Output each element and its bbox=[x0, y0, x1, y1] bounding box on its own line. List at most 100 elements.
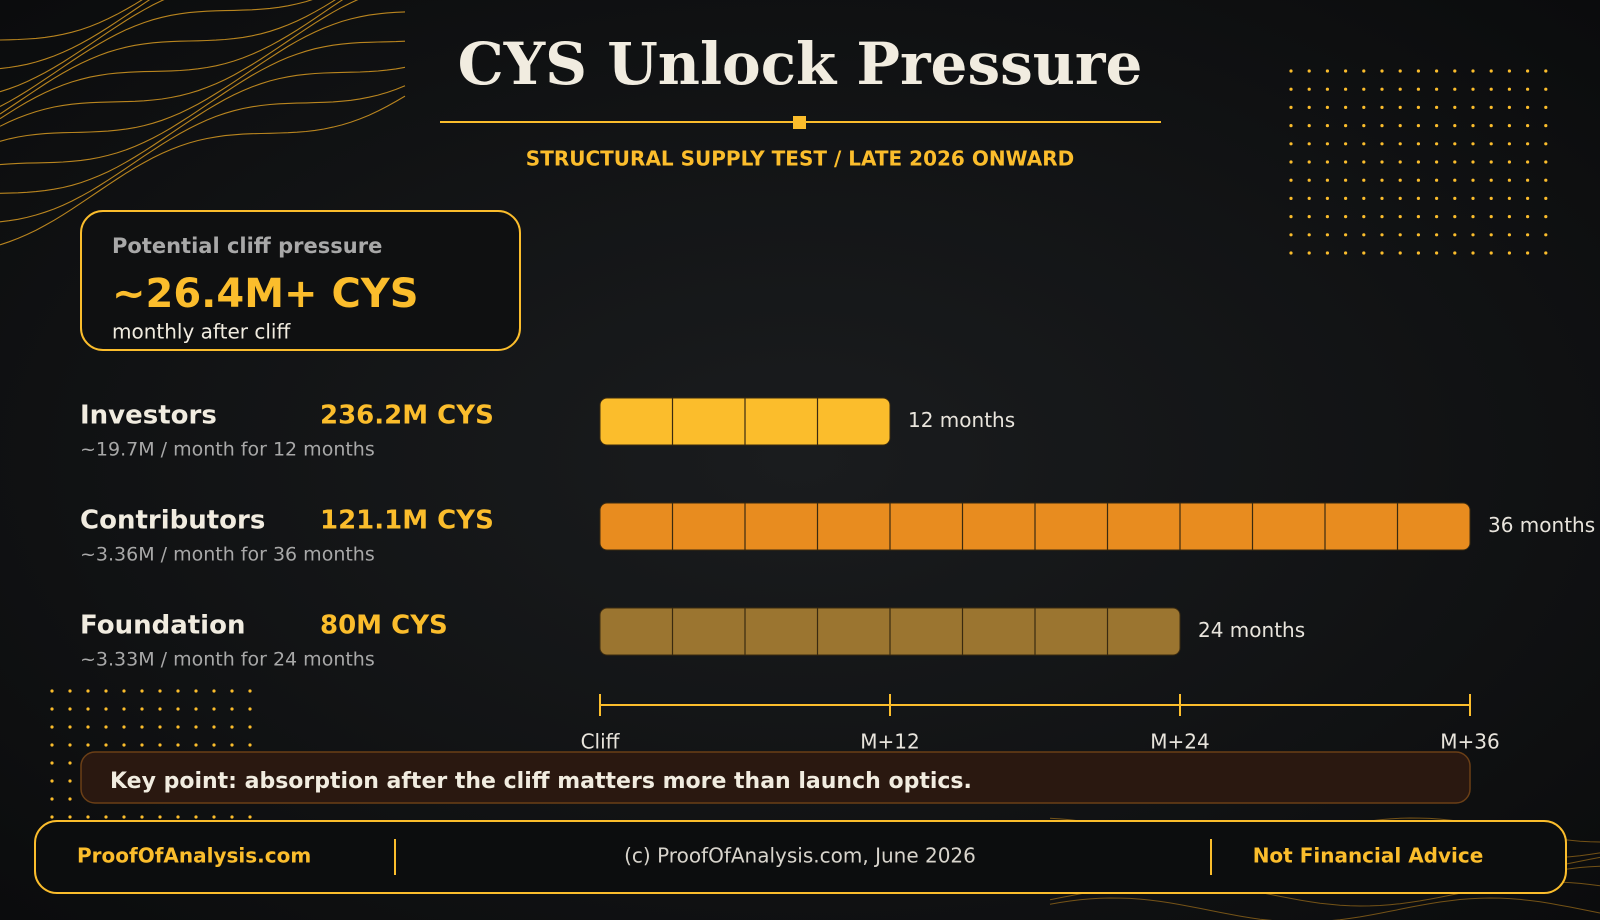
dot bbox=[140, 725, 144, 729]
dot bbox=[104, 689, 108, 693]
subtitle: STRUCTURAL SUPPLY TEST / LATE 2026 ONWAR… bbox=[526, 147, 1074, 171]
key-point-box bbox=[80, 751, 1471, 804]
dot bbox=[1344, 251, 1348, 255]
footer-left: ProofOfAnalysis.com bbox=[77, 844, 311, 868]
dot bbox=[212, 725, 216, 729]
dot bbox=[1380, 142, 1384, 146]
dot bbox=[1325, 105, 1329, 109]
bar-value-label: 12 months bbox=[908, 408, 1015, 432]
chart: Investors 236.2M CYS ~19.7M / month for 12… bbox=[80, 397, 1595, 754]
dot bbox=[140, 815, 144, 819]
dot bbox=[176, 689, 180, 693]
x-tick-label: Cliff bbox=[581, 730, 621, 754]
dot bbox=[1344, 87, 1348, 91]
dot bbox=[1544, 196, 1548, 200]
dot bbox=[1325, 233, 1329, 237]
dot bbox=[68, 761, 72, 765]
dot bbox=[1489, 215, 1493, 219]
dot bbox=[1398, 196, 1402, 200]
dot bbox=[158, 689, 162, 693]
dot bbox=[1489, 233, 1493, 237]
dot bbox=[104, 707, 108, 711]
dot bbox=[1380, 178, 1384, 182]
dot bbox=[1507, 233, 1511, 237]
dot bbox=[1544, 233, 1548, 237]
dot bbox=[68, 779, 72, 783]
dot bbox=[1453, 178, 1457, 182]
dot bbox=[1362, 233, 1366, 237]
dot bbox=[248, 815, 252, 819]
dot bbox=[50, 815, 54, 819]
row-detail: ~3.33M / month for 24 months bbox=[80, 649, 375, 671]
dot bbox=[1471, 196, 1475, 200]
row-name: Investors bbox=[80, 401, 217, 431]
dot bbox=[1398, 69, 1402, 73]
dot bbox=[1307, 69, 1311, 73]
dot bbox=[68, 797, 72, 801]
dot bbox=[140, 689, 144, 693]
dot bbox=[1453, 160, 1457, 164]
dot bbox=[1380, 105, 1384, 109]
dot bbox=[1435, 124, 1439, 128]
wave-line bbox=[0, 0, 344, 120]
dot bbox=[1453, 69, 1457, 73]
dot bbox=[1344, 142, 1348, 146]
dot bbox=[1325, 160, 1329, 164]
dot bbox=[1435, 233, 1439, 237]
dot bbox=[1398, 178, 1402, 182]
dot bbox=[50, 761, 54, 765]
dot bbox=[140, 743, 144, 747]
dot bbox=[176, 725, 180, 729]
dot bbox=[1398, 124, 1402, 128]
dot bbox=[1526, 124, 1530, 128]
dot bbox=[86, 743, 90, 747]
dot bbox=[1362, 105, 1366, 109]
dot bbox=[1471, 69, 1475, 73]
dot bbox=[1544, 124, 1548, 128]
dot bbox=[248, 707, 252, 711]
dot bbox=[1489, 105, 1493, 109]
dot bbox=[104, 743, 108, 747]
dot bbox=[1453, 87, 1457, 91]
dot bbox=[1380, 251, 1384, 255]
dot bbox=[1344, 215, 1348, 219]
dot bbox=[1362, 69, 1366, 73]
dot bbox=[122, 725, 126, 729]
dot bbox=[194, 815, 198, 819]
dot bbox=[1416, 196, 1420, 200]
dot bbox=[1344, 69, 1348, 73]
row-name: Foundation bbox=[80, 611, 245, 641]
dot bbox=[1416, 105, 1420, 109]
dot bbox=[1380, 196, 1384, 200]
row-amount: 80M CYS bbox=[320, 611, 448, 641]
dot bbox=[68, 689, 72, 693]
dot bbox=[50, 725, 54, 729]
dot bbox=[1507, 215, 1511, 219]
dot bbox=[1380, 69, 1384, 73]
dot bbox=[86, 815, 90, 819]
dot bbox=[1307, 178, 1311, 182]
dot bbox=[1344, 233, 1348, 237]
dot bbox=[1325, 124, 1329, 128]
dot bbox=[1362, 196, 1366, 200]
x-tick-label: M+24 bbox=[1150, 730, 1209, 754]
dot bbox=[1544, 178, 1548, 182]
dot bbox=[1526, 160, 1530, 164]
dot bbox=[1307, 215, 1311, 219]
wave-line bbox=[0, 11, 406, 142]
dot bbox=[1289, 251, 1293, 255]
dot bbox=[1380, 124, 1384, 128]
dot bbox=[50, 779, 54, 783]
callout-value: ~26.4M+ CYS bbox=[112, 271, 419, 317]
dot bbox=[1471, 160, 1475, 164]
dot bbox=[68, 725, 72, 729]
dot bbox=[1471, 233, 1475, 237]
dot bbox=[1289, 233, 1293, 237]
dot bbox=[212, 743, 216, 747]
dot bbox=[176, 707, 180, 711]
dot bbox=[1325, 251, 1329, 255]
dot bbox=[1507, 142, 1511, 146]
dot bbox=[1526, 233, 1530, 237]
dot bbox=[1489, 87, 1493, 91]
footer-right: Not Financial Advice bbox=[1253, 844, 1484, 868]
